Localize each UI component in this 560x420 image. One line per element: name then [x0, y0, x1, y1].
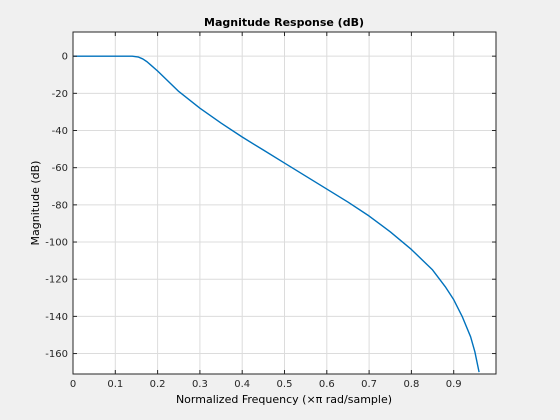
x-tick-label: 0.6	[319, 379, 335, 390]
tick-marks	[72, 32, 496, 374]
chart-title: Magnitude Response (dB)	[204, 16, 364, 29]
y-tick-label: -20	[52, 89, 68, 100]
x-tick-label: 0	[70, 379, 76, 390]
x-axis-label: Normalized Frequency (×π rad/sample)	[176, 393, 392, 406]
y-tick-label: -120	[45, 275, 68, 286]
x-tick-label: 0.1	[107, 379, 123, 390]
x-tick-label: 0.2	[150, 379, 166, 390]
x-tick-label: 0.8	[403, 379, 419, 390]
tick-labels: 0 0.1 0.2 0.3 0.4 0.5 0.6 0.7 0.8 0.9 0 -20 -40 -60 -8…	[45, 52, 461, 390]
y-tick-label: -40	[52, 126, 68, 137]
y-tick-label: -140	[45, 312, 68, 323]
x-tick-label: 0.9	[446, 379, 462, 390]
x-tick-label: 0.5	[277, 379, 293, 390]
y-tick-label: -80	[52, 200, 68, 211]
y-tick-label: -100	[45, 238, 68, 249]
x-tick-label: 0.3	[192, 379, 208, 390]
magnitude-response-line	[73, 55, 480, 373]
x-tick-label: 0.4	[234, 379, 250, 390]
x-tick-label: 0.7	[361, 379, 377, 390]
y-tick-label: 0	[62, 52, 68, 63]
y-tick-label: -160	[45, 349, 68, 360]
y-tick-label: -60	[52, 163, 68, 174]
grid-lines	[72, 32, 496, 374]
y-axis-label: Magnitude (dB)	[29, 161, 42, 246]
series-layer	[73, 55, 480, 373]
